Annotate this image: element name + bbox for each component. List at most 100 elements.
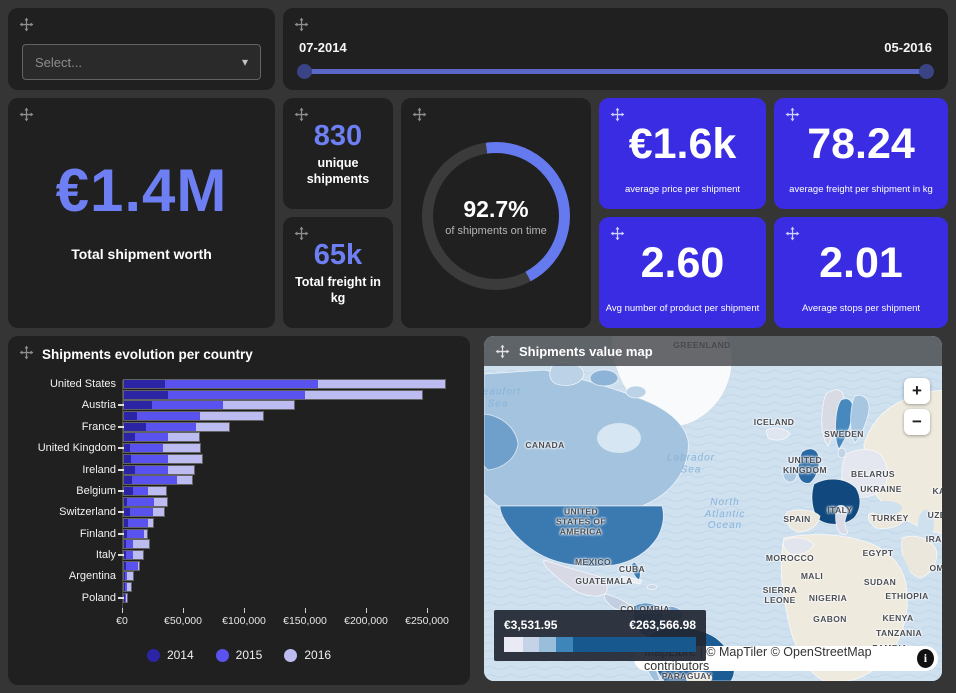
country-map-label: TURKEY (871, 513, 909, 524)
slider-handle-end[interactable] (919, 64, 934, 79)
scale-segment (504, 637, 524, 652)
move-icon[interactable] (610, 107, 625, 122)
kpi-avg-products-card: 2.60 Avg number of product per shipment (599, 217, 766, 328)
stacked-bar (124, 561, 139, 570)
bar-segment-2014 (124, 401, 152, 410)
bar-segment-2016 (168, 454, 202, 463)
stacked-bar (124, 380, 445, 388)
bar-segment-2014 (124, 422, 146, 431)
bar-segment-2015 (130, 508, 153, 517)
move-icon[interactable] (19, 17, 34, 32)
bar-segment-2015 (135, 433, 168, 442)
move-icon[interactable] (412, 107, 427, 122)
legend-dot (146, 648, 160, 662)
x-axis: €0 €50,000 €100,000 €150,000 €200,000 €250,00… (24, 608, 460, 632)
bar-segment-2015 (165, 380, 318, 388)
country-map-label: SPAIN (783, 514, 811, 525)
stacked-bar (124, 422, 229, 431)
bar-segment-2016 (200, 412, 263, 421)
country-label: United States (49, 378, 116, 390)
bar-segment-2016 (168, 465, 194, 474)
map-color-scale: €3,531.95 €263,566.98 (494, 610, 706, 661)
bar-row (24, 454, 460, 463)
legend-item-2016[interactable]: 2016 (284, 648, 331, 662)
bar-segment-2014 (124, 529, 127, 538)
bar-segment-2014 (124, 540, 126, 549)
country-map-label: GUATEMALA (575, 576, 633, 587)
stacked-bar (124, 433, 199, 442)
map-zoom-out-button[interactable]: − (904, 409, 930, 435)
bar-segment-2014 (124, 412, 137, 421)
country-map-label: NIGERIA (808, 593, 848, 604)
chevron-down-icon: ▾ (241, 55, 248, 69)
bar-segment-2014 (124, 583, 125, 592)
bar-segment-2014 (124, 518, 128, 527)
x-tick-label: €250,000 (405, 615, 449, 627)
bar-row: Finland (24, 528, 460, 540)
move-icon[interactable] (294, 226, 309, 241)
legend-item-2014[interactable]: 2014 (146, 648, 194, 662)
x-tick-mark (427, 608, 428, 613)
axis-tick (118, 489, 124, 492)
country-map-label: MALI (800, 571, 824, 582)
bar-segment-2016 (133, 540, 149, 549)
x-tick-mark (122, 608, 123, 613)
kpi-avg-price-label: average price per shipment (624, 184, 741, 195)
bar-segment-2015 (131, 454, 168, 463)
bar-segment-2014 (124, 454, 131, 463)
bar-segment-2016 (196, 422, 229, 431)
country-map-label: TANZANIA (875, 628, 923, 639)
country-map-label: PARAGUAY (661, 671, 713, 681)
x-tick-label: €50,000 (164, 615, 202, 627)
bar-segment-2014 (124, 476, 132, 485)
move-icon[interactable] (19, 107, 34, 122)
move-icon[interactable] (495, 344, 510, 359)
ocean-label: Beaufort Sea (484, 386, 521, 410)
bar-segment-2015 (132, 476, 177, 485)
axis-tick (118, 511, 124, 514)
scale-segment (555, 637, 574, 652)
kpi-avg-stops-value: 2.01 (819, 239, 903, 287)
legend-item-2015[interactable]: 2015 (215, 648, 262, 662)
bar-segment-2015 (127, 497, 154, 506)
move-icon[interactable] (610, 226, 625, 241)
filter-select[interactable]: Select... ▾ (22, 44, 261, 80)
kpi-avg-stops-label: Average stops per shipment (801, 303, 921, 314)
country-label: Italy (95, 549, 116, 561)
bar-row (24, 561, 460, 570)
bar-segment-2015 (130, 444, 163, 453)
slider-handle-start[interactable] (297, 64, 312, 79)
bar-segment-2015 (126, 551, 133, 559)
bar-row: Ireland (24, 464, 460, 476)
move-icon[interactable] (785, 107, 800, 122)
time-range-slider[interactable] (303, 69, 928, 74)
country-map-label: GABON (813, 614, 847, 625)
bar-segment-2016 (318, 380, 445, 388)
move-icon[interactable] (294, 17, 309, 32)
stacked-bar (124, 465, 194, 474)
scale-gradient-bar (504, 637, 696, 652)
bar-segment-2015 (168, 390, 305, 399)
bar-segment-2014 (124, 380, 165, 388)
ocean-label: North Atlantic Ocean (704, 496, 746, 531)
bar-row (24, 583, 460, 592)
map-zoom-in-button[interactable]: + (904, 378, 930, 404)
country-map-label: UNITED KINGDOM (783, 455, 827, 475)
y-axis-line (122, 380, 123, 610)
move-icon[interactable] (294, 107, 309, 122)
on-time-value: 92.7% (463, 195, 529, 222)
kpi-avg-products-value: 2.60 (640, 239, 725, 287)
move-icon[interactable] (785, 226, 800, 241)
move-icon[interactable] (19, 345, 34, 360)
country-label: Austria (81, 399, 116, 412)
bar-row (24, 497, 460, 506)
bar-segment-2016 (127, 572, 133, 581)
bar-segment-2015 (126, 540, 133, 549)
scale-segment (523, 637, 539, 652)
legend-dot (284, 648, 298, 662)
info-icon[interactable]: i (916, 649, 934, 668)
stacked-bar (124, 486, 166, 495)
bar-segment-2015 (127, 529, 144, 538)
stacked-bar (124, 390, 422, 399)
on-time-label: of shipments on time (445, 224, 547, 237)
